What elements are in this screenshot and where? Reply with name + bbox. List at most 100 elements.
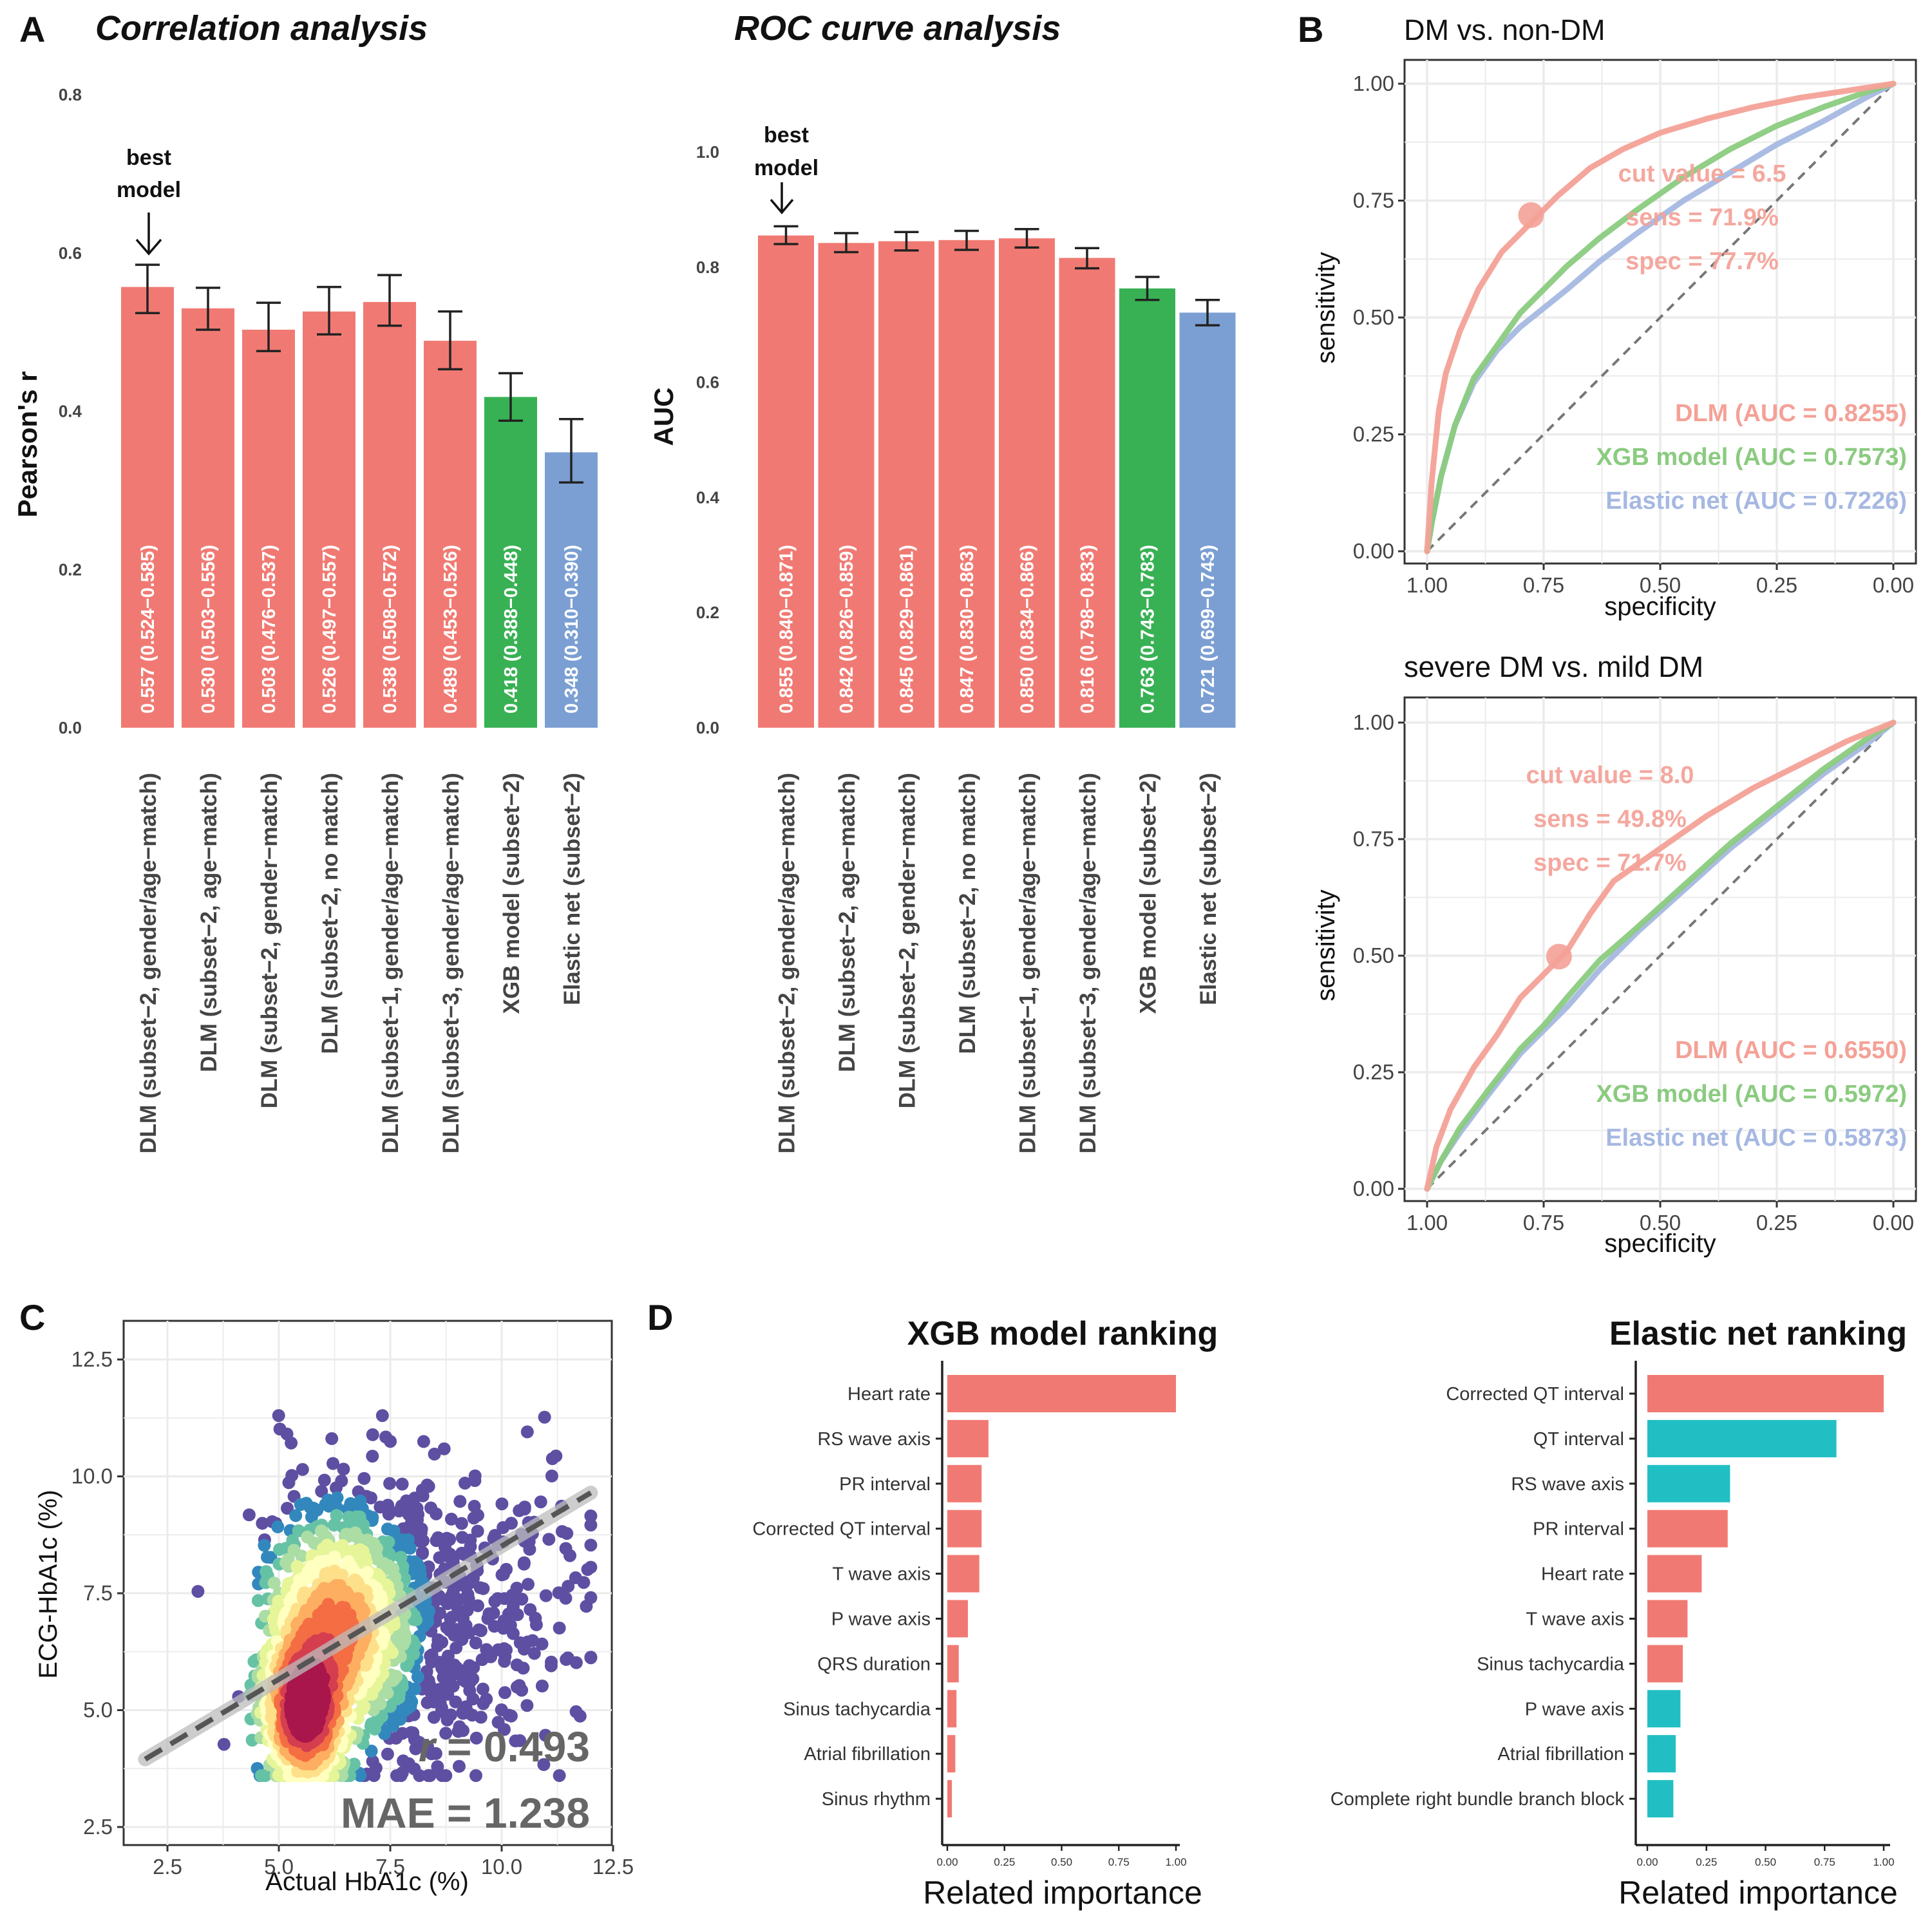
pearson-best-model-annotation: best model [117,146,181,256]
pearson-bar-value-label: 0.348 (0.310−0.390) [562,545,582,714]
xgb-rank-bar [947,1645,959,1683]
scatter-point [457,1612,470,1625]
pearson-bar-chart: Pearson's r best model 0.0 0.2 0.4 0.6 0.8 0.… [12,85,598,1153]
roc1-curve-dlm [1424,80,1897,554]
auc-category-label: XGB model (subset−2) [1136,773,1161,1014]
xgb-rank-feature-label: Sinus tachycardia [783,1699,931,1719]
xgb-rank-x-tick: 0.75 [1108,1856,1130,1868]
pearson-category-label: DLM (subset−2, gender−match) [257,773,282,1108]
scatter-point [397,1754,410,1768]
scatter-point [569,1705,583,1718]
scatter-point [437,1442,451,1455]
pearson-category-label: DLM (subset−1, gender/age−match) [378,773,403,1153]
enet-rank-feature-label: Complete right bundle branch block [1331,1789,1625,1810]
xgb-rank-x-tick: 0.25 [994,1856,1015,1868]
scatter-point [442,1550,456,1564]
scatter-point [317,1473,331,1487]
enet-rank-x-tick: 0.50 [1755,1856,1776,1868]
roc2-x-tick: 0.75 [1523,1211,1564,1235]
roc1-curve-xgb-model [1424,80,1897,554]
scatter-point [569,1571,582,1584]
auc-y-tick: 0.2 [696,603,719,622]
scatter-point [450,1641,463,1654]
pearson-y-tick: 0.6 [59,243,82,263]
xgb-rank-bar [947,1600,968,1638]
auc-bar [758,235,814,728]
roc2-y-tick: 0.75 [1353,827,1394,851]
roc1-x-tick: 0.75 [1523,573,1564,597]
xgb-rank-x-tick: 0.00 [936,1856,958,1868]
roc2-y-tick: 0.00 [1353,1177,1394,1200]
enet-rank-x-tick: 0.25 [1696,1856,1717,1868]
enet-rank-bar [1647,1464,1730,1502]
scatter-point [383,1477,397,1490]
roc1-y-tick: 0.00 [1353,539,1394,563]
auc-category-label: DLM (subset−2, gender/age−match) [775,773,800,1153]
scatter-point [382,1508,395,1521]
auc-category-label: DLM (subset−2, gender−match) [895,773,920,1108]
scatter-point [327,1457,339,1470]
enet-rank-bar [1647,1600,1688,1638]
scatter-point [469,1731,483,1745]
scatter-point [258,1539,271,1552]
scatter-point [555,1525,569,1539]
scatter-point [510,1658,524,1672]
pearson-bar-value-label: 0.503 (0.476−0.537) [259,545,279,714]
scatter-point [422,1769,435,1783]
roc1-x-tick: 0.50 [1640,573,1681,597]
scatter-point [296,1463,309,1476]
pearson-category-label: DLM (subset−2, no match) [317,773,343,1054]
enet-ranking-chart: Elastic net ranking Related importance C… [1331,1315,1907,1911]
scatter-point [510,1680,524,1694]
xgb-rank-feature-label: PR interval [839,1474,931,1495]
auc-bar-value-label: 0.842 (0.826−0.859) [837,545,857,714]
scatter-y-tick: 2.5 [83,1815,113,1839]
auc-bar [1179,312,1236,728]
pearson-bar [242,329,295,728]
enet-rank-feature-label: QT interval [1533,1429,1624,1450]
scatter-point [325,1432,339,1445]
scatter-point [580,1600,593,1613]
scatter-point [413,1534,426,1548]
scatter-point [402,1508,415,1521]
scatter-point [271,1520,285,1533]
roc2-y-tick: 0.50 [1353,943,1394,967]
auc-y-tick: 0.0 [696,718,719,737]
scatter-point [495,1568,509,1582]
xgb-rank-feature-label: Heart rate [848,1384,931,1405]
xgb-rank-bar [947,1690,957,1728]
roc2-cutoff-annotation: spec = 71.7% [1533,849,1687,876]
enet-rank-bar [1647,1419,1837,1457]
enet-ranking-x-axis-label: Related importance [1618,1875,1898,1911]
pearson-category-label: Elastic net (subset−2) [560,773,585,1005]
scatter-point [439,1727,453,1740]
scatter-point [256,1517,269,1530]
pearson-bar [121,287,174,728]
scatter-point [552,1586,565,1600]
scatter-x-tick: 10.0 [481,1855,522,1879]
pearson-bar [182,308,234,728]
enet-rank-x-tick: 0.00 [1636,1856,1658,1868]
scatter-point [449,1695,462,1709]
scatter-point [491,1716,505,1729]
scatter-point [440,1621,453,1634]
scatter-x-tick: 7.5 [375,1855,405,1879]
scatter-point [272,1409,285,1423]
scatter-point [545,1469,558,1482]
roc2-x-axis-label: specificity [1604,1229,1716,1258]
scatter-point [285,1436,298,1450]
roc1-y-tick: 1.00 [1353,71,1394,95]
enet-rank-feature-label: Corrected QT interval [1446,1384,1624,1405]
enet-rank-bar [1647,1645,1683,1683]
auc-bar-value-label: 0.845 (0.829−0.861) [897,545,918,714]
scatter-point [217,1738,231,1751]
enet-rank-feature-label: Sinus tachycardia [1477,1654,1625,1674]
enet-ranking-title: Elastic net ranking [1609,1315,1907,1352]
auc-bar [878,241,934,728]
enet-rank-x-tick: 1.00 [1873,1856,1894,1868]
auc-bar-value-label: 0.855 (0.840−0.871) [777,545,797,714]
auc-category-label: DLM (subset−1, gender/age−match) [1016,773,1041,1153]
scatter-point [395,1477,409,1491]
roc1-legend-elastic-net: Elastic net (AUC = 0.7226) [1605,488,1907,515]
